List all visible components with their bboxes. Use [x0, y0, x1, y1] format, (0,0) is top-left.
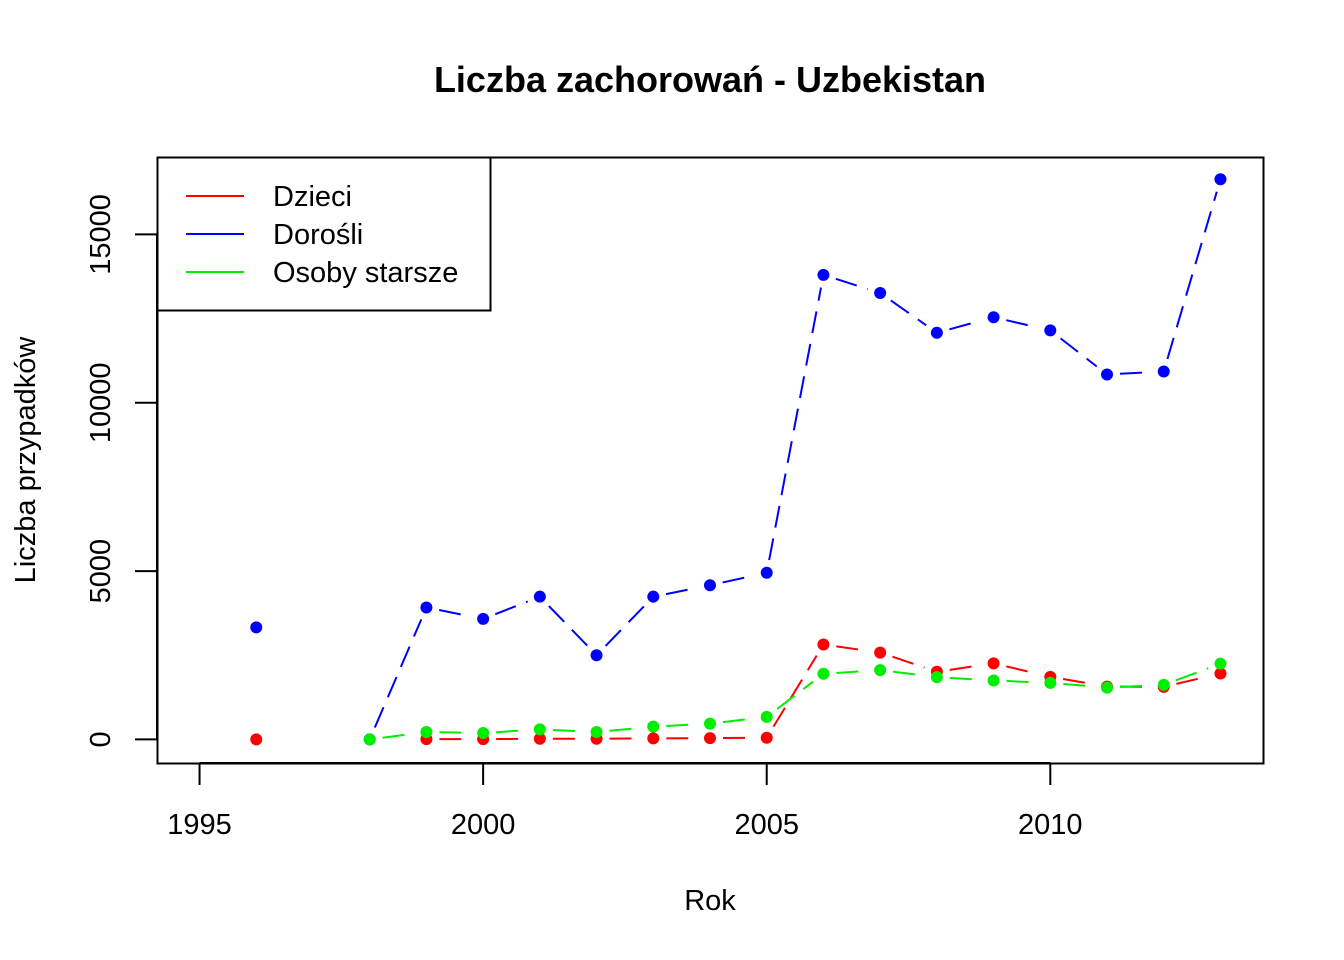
- series-line-segment: [772, 655, 818, 728]
- data-point: [250, 621, 263, 634]
- x-tick-label: 1995: [167, 809, 232, 841]
- series-line-segment: [439, 731, 471, 734]
- legend: Dzieci Dorośli Osoby starsze: [156, 156, 492, 312]
- data-point: [477, 727, 490, 740]
- data-point: [987, 657, 1000, 670]
- data-point: [874, 287, 887, 300]
- series-line-segment: [890, 299, 927, 327]
- series-line-segment: [438, 609, 471, 618]
- series-2: [363, 657, 1227, 746]
- series-line-segment: [609, 726, 641, 732]
- data-point: [874, 646, 887, 659]
- series-line-segment: [949, 319, 982, 331]
- y-tick-label: 5000: [85, 539, 117, 604]
- series-0: [250, 638, 1227, 746]
- data-point: [420, 726, 433, 739]
- series-line-segment: [552, 728, 584, 733]
- chart-title: Liczba zachorowań - Uzbekistan: [434, 59, 986, 100]
- x-tick-label: 2000: [451, 809, 516, 841]
- series-line-segment: [1062, 678, 1095, 686]
- y-tick-label: 10000: [85, 362, 117, 443]
- data-point: [817, 638, 830, 651]
- data-point: [477, 612, 490, 625]
- x-axis-label: Rok: [684, 885, 736, 917]
- data-point: [760, 566, 773, 579]
- data-point: [1214, 667, 1227, 680]
- series-line-segment: [382, 732, 414, 739]
- data-point: [987, 674, 1000, 687]
- series-line-segment: [892, 655, 925, 669]
- x-axis: 1995 2000 2005 2010: [167, 762, 1083, 841]
- series-line-segment: [835, 277, 869, 290]
- series-line-segment: [768, 287, 822, 561]
- data-point: [533, 590, 546, 603]
- series-line-segment: [496, 729, 527, 734]
- series-line-segment: [776, 680, 814, 710]
- data-point: [760, 710, 773, 723]
- series-line-segment: [1006, 665, 1038, 675]
- series-line-segment: [722, 574, 755, 584]
- data-point: [930, 671, 943, 684]
- data-point: [250, 733, 263, 746]
- series-line-segment: [949, 676, 981, 681]
- x-tick-label: 2010: [1018, 809, 1083, 841]
- series-line-segment: [604, 605, 645, 647]
- series-line-segment: [836, 669, 868, 674]
- data-point: [704, 579, 716, 592]
- y-tick-label: 0: [85, 731, 117, 747]
- data-point: [647, 720, 660, 733]
- data-point: [817, 268, 830, 281]
- series-layer: [250, 173, 1227, 746]
- data-point: [1044, 676, 1057, 689]
- series-line-segment: [1006, 319, 1038, 329]
- series-line-segment: [1119, 684, 1151, 688]
- data-point: [874, 664, 887, 677]
- data-point: [363, 733, 376, 746]
- series-line-segment: [892, 670, 925, 677]
- data-point: [647, 590, 660, 603]
- data-point: [704, 717, 716, 730]
- series-line-segment: [665, 586, 698, 596]
- legend-label: Dzieci: [273, 181, 352, 213]
- x-tick-label: 2005: [734, 809, 799, 841]
- data-point: [987, 311, 1000, 324]
- data-point: [1101, 681, 1114, 694]
- y-tick-label: 15000: [85, 194, 117, 275]
- data-point: [647, 732, 660, 745]
- data-point: [704, 732, 716, 745]
- data-point: [930, 326, 943, 339]
- series-line-segment: [1006, 680, 1038, 684]
- series-line-segment: [722, 717, 754, 724]
- data-point: [1157, 678, 1170, 691]
- series-line-segment: [494, 600, 529, 616]
- series-line-segment: [949, 664, 981, 671]
- series-line-segment: [1166, 191, 1218, 360]
- series-line-segment: [1175, 667, 1209, 682]
- data-point: [533, 732, 546, 745]
- data-point: [420, 601, 433, 614]
- series-line-segment: [1059, 337, 1098, 368]
- data-point: [533, 723, 546, 736]
- data-point: [1101, 368, 1114, 381]
- data-point: [817, 667, 830, 680]
- y-axis-label: Liczba przypadków: [10, 336, 42, 584]
- data-point: [590, 726, 603, 739]
- series-line-segment: [666, 723, 698, 727]
- legend-label: Dorośli: [273, 219, 363, 251]
- series-line-segment: [373, 619, 423, 728]
- series-line-segment: [836, 645, 868, 652]
- data-point: [1214, 173, 1227, 186]
- legend-label: Osoby starsze: [273, 257, 458, 289]
- data-point: [1044, 324, 1057, 337]
- series-line-segment: [548, 605, 589, 647]
- series-line-segment: [1176, 675, 1209, 685]
- data-point: [1214, 657, 1227, 670]
- y-axis: 0 5000 10000 15000: [85, 194, 158, 748]
- data-point: [760, 731, 773, 744]
- data-point: [590, 649, 603, 662]
- data-point: [1157, 365, 1170, 378]
- series-line-segment: [1119, 371, 1151, 375]
- series-line-segment: [1063, 682, 1095, 688]
